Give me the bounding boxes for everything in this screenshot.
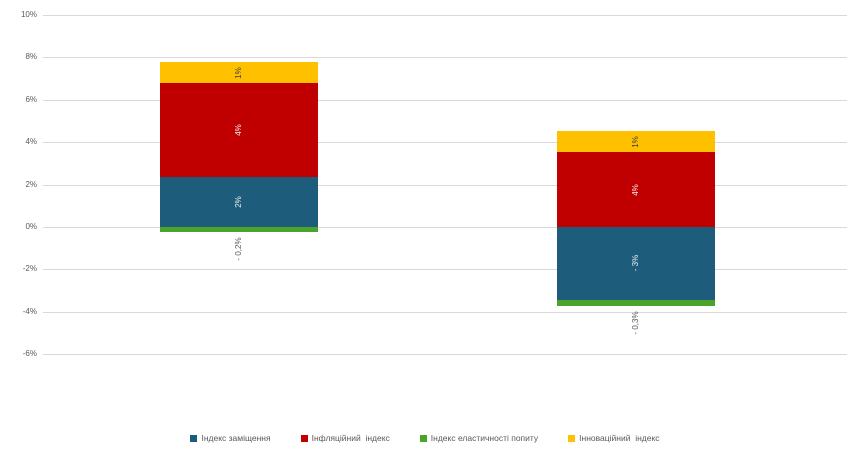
y-axis-tick-label: 8% — [25, 52, 37, 62]
y-axis-tick-label: 4% — [25, 137, 37, 147]
legend-label: Інноваційний індекс — [579, 433, 660, 443]
bar-segment-neg — [557, 299, 715, 306]
y-axis-tick-label: -2% — [22, 264, 37, 274]
gridline — [43, 184, 847, 186]
legend: Індекс заміщення Інфляційний індекс Індекс… — [0, 430, 850, 446]
legend-label: Інфляційний індекс — [311, 433, 390, 443]
legend-swatch-icon — [190, 434, 198, 442]
data-label: 4% — [631, 183, 640, 196]
y-axis-tick-label: 10% — [20, 10, 37, 19]
data-label-outside: - 0,3% — [631, 311, 640, 335]
gridline — [43, 269, 847, 271]
bar-segment-neg — [557, 227, 715, 300]
data-label: 1% — [234, 67, 243, 79]
plot-area: 10% 8% 6% 4% 2% 0% -2% -4% -6% 2% 4% 1% - 0,2% - 3% 4%… — [20, 10, 847, 359]
gridline — [43, 99, 847, 101]
legend-item: Індекс заміщення — [190, 433, 271, 443]
bar-segment-pos — [557, 131, 715, 153]
y-axis-tick-label: 2% — [25, 179, 37, 189]
data-label: 2% — [234, 196, 243, 208]
y-axis-tick-label: 6% — [25, 94, 37, 104]
legend-swatch-icon — [419, 434, 427, 442]
legend-item: Інноваційний індекс — [568, 433, 660, 443]
legend-swatch-icon — [568, 434, 576, 442]
gridline — [43, 15, 847, 16]
legend-label: Індекс еластичності попиту — [430, 433, 539, 443]
gridline — [43, 227, 847, 228]
gridline — [43, 311, 847, 313]
legend-label: Індекс заміщення — [201, 433, 271, 443]
y-axis-tick-label: -6% — [22, 349, 37, 359]
bar-segment-pos — [160, 62, 318, 84]
gridline — [43, 57, 847, 59]
gridline — [43, 142, 847, 144]
bar-segment-pos — [160, 83, 318, 178]
legend-item: Інфляційний індекс — [300, 433, 390, 443]
bar-segment-neg — [160, 227, 318, 232]
data-label: - 3% — [631, 255, 640, 272]
bar-segment-pos — [160, 177, 318, 227]
data-label: 1% — [631, 135, 640, 148]
legend-item: Індекс еластичності попиту — [419, 433, 539, 443]
data-label: 4% — [234, 124, 243, 137]
bar-segment-pos — [557, 152, 715, 227]
legend-swatch-icon — [300, 434, 308, 442]
gridline — [43, 354, 847, 356]
y-axis-tick-label: -4% — [22, 306, 37, 316]
y-axis-tick-label: 0% — [25, 222, 37, 231]
data-label-outside: - 0,2% — [234, 237, 243, 261]
